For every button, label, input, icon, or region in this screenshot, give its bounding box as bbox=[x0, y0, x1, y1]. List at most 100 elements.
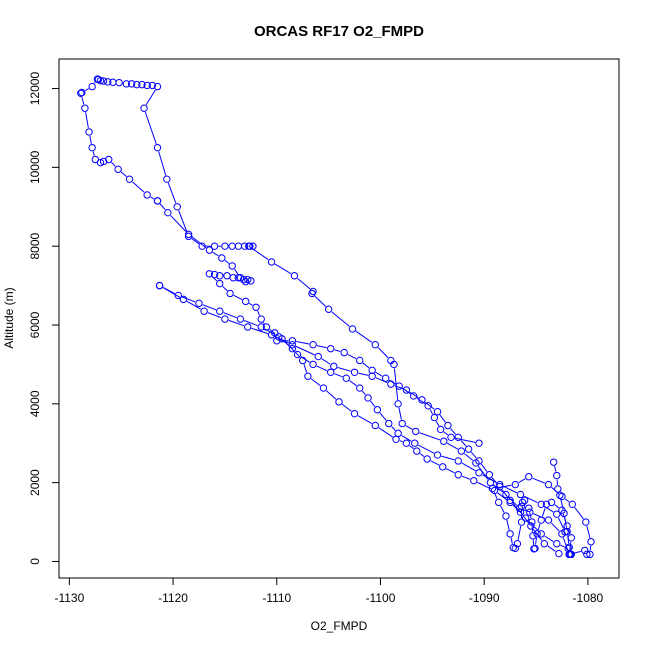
data-point bbox=[173, 203, 181, 211]
series-line-segment bbox=[186, 300, 201, 310]
series-line-segment bbox=[294, 351, 301, 358]
data-point bbox=[304, 372, 312, 380]
data-point bbox=[309, 287, 317, 296]
y-tick-label: 0 bbox=[28, 558, 42, 565]
series-line-segment bbox=[424, 401, 435, 410]
series-line-segment bbox=[562, 513, 567, 523]
data-point bbox=[335, 398, 343, 406]
series-line-segment bbox=[257, 310, 261, 316]
data-point bbox=[234, 242, 243, 250]
data-point bbox=[252, 303, 260, 311]
series-line-segment bbox=[355, 330, 373, 343]
data-point bbox=[516, 490, 525, 499]
data-point bbox=[309, 360, 317, 369]
series-line-segment bbox=[223, 312, 237, 319]
series-line-segment bbox=[464, 453, 474, 461]
data-point bbox=[475, 457, 483, 465]
data-point bbox=[464, 445, 473, 453]
data-point bbox=[85, 128, 93, 136]
series-line-segment bbox=[460, 439, 467, 447]
series-6 bbox=[273, 337, 483, 447]
series-line-segment bbox=[454, 437, 476, 443]
data-point bbox=[544, 516, 553, 524]
series-line-segment bbox=[145, 89, 156, 106]
data-point bbox=[394, 400, 402, 408]
series-line-segment bbox=[544, 535, 554, 542]
data-point bbox=[309, 341, 317, 349]
series-line-segment bbox=[191, 236, 207, 249]
series-line-segment bbox=[370, 400, 376, 407]
data-point bbox=[371, 421, 379, 430]
data-point bbox=[133, 80, 141, 89]
data-point bbox=[293, 350, 302, 359]
series-line-segment bbox=[222, 286, 228, 292]
data-point bbox=[371, 341, 379, 349]
data-point bbox=[78, 88, 86, 97]
series-5 bbox=[155, 281, 563, 558]
series-line-segment bbox=[405, 425, 413, 430]
data-point bbox=[195, 299, 203, 308]
x-tick-label: -1080 bbox=[573, 591, 604, 605]
data-point bbox=[506, 496, 514, 505]
data-point bbox=[440, 437, 448, 445]
data-point bbox=[81, 104, 89, 112]
series-line-segment bbox=[533, 513, 545, 519]
data-point bbox=[558, 506, 566, 514]
data-point bbox=[288, 344, 297, 353]
series-line-segment bbox=[207, 312, 222, 319]
data-point bbox=[241, 277, 250, 286]
data-point bbox=[257, 323, 265, 331]
data-point bbox=[496, 480, 504, 489]
series-line-segment bbox=[191, 238, 200, 245]
series-line-segment bbox=[316, 345, 327, 349]
data-point bbox=[447, 433, 455, 442]
series-line-segment bbox=[274, 263, 292, 275]
series-line-segment bbox=[500, 505, 505, 513]
series-line-segment bbox=[535, 537, 538, 545]
series-line-segment bbox=[439, 414, 446, 423]
data-point bbox=[516, 508, 525, 516]
data-point bbox=[109, 78, 117, 86]
data-point bbox=[521, 514, 530, 522]
data-point bbox=[553, 471, 561, 480]
data-point bbox=[104, 78, 112, 86]
data-point bbox=[373, 406, 382, 414]
data-point bbox=[454, 471, 462, 479]
data-point bbox=[568, 500, 577, 509]
series-line-segment bbox=[269, 328, 272, 331]
series-line-segment bbox=[586, 525, 591, 539]
series-line-segment bbox=[418, 444, 435, 454]
data-point bbox=[236, 315, 245, 323]
series-line-segment bbox=[303, 364, 308, 373]
data-point bbox=[554, 485, 562, 493]
series-line-segment bbox=[574, 507, 584, 520]
series-line-segment bbox=[295, 345, 315, 356]
data-point bbox=[319, 384, 328, 392]
data-point bbox=[267, 258, 276, 266]
data-point bbox=[558, 492, 566, 501]
series-line-segment bbox=[461, 462, 476, 472]
data-point bbox=[348, 325, 357, 333]
series-line-segment bbox=[532, 528, 543, 541]
series-line-segment bbox=[537, 523, 541, 531]
data-point bbox=[583, 550, 591, 559]
series-line-segment bbox=[178, 210, 188, 233]
series-line-segment bbox=[388, 379, 396, 385]
data-point bbox=[88, 82, 96, 91]
data-point bbox=[385, 419, 393, 428]
data-point bbox=[387, 356, 395, 365]
series-line-segment bbox=[562, 537, 569, 551]
series-line-segment bbox=[429, 409, 433, 415]
series-line-segment bbox=[470, 451, 477, 459]
series-line-segment bbox=[321, 358, 331, 365]
series-line-segment bbox=[233, 294, 243, 300]
data-point bbox=[517, 518, 526, 526]
data-point bbox=[529, 532, 537, 540]
data-point bbox=[77, 89, 85, 97]
data-point bbox=[327, 344, 335, 353]
data-point bbox=[115, 78, 123, 87]
series-line-segment bbox=[263, 322, 265, 324]
data-point bbox=[553, 540, 561, 548]
y-tick-label: 2000 bbox=[28, 469, 42, 496]
series-line-segment bbox=[251, 327, 268, 335]
